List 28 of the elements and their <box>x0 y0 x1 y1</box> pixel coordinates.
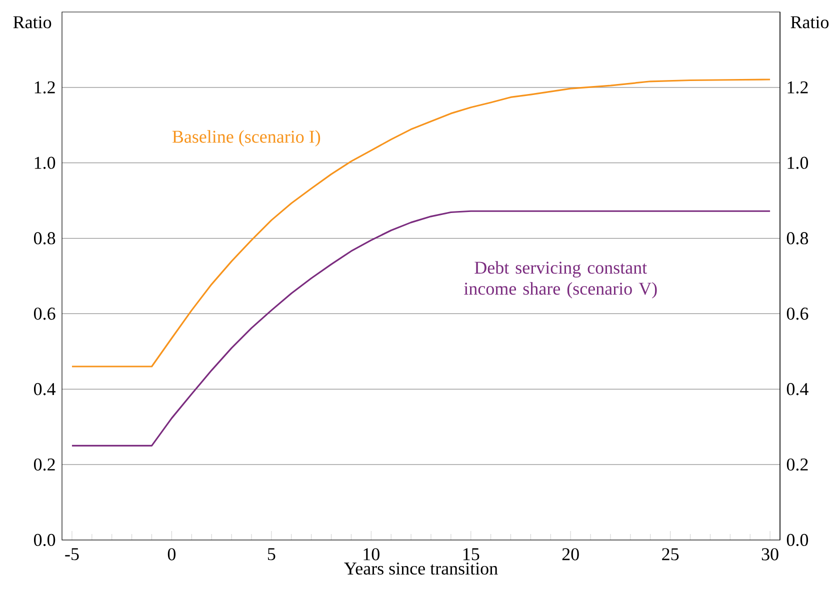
y-tick-label: 1.2 <box>34 81 55 94</box>
x-tick-label: -5 <box>65 548 79 560</box>
x-tick-label: 5 <box>268 548 276 560</box>
y-tick-label: 1.0 <box>34 156 56 169</box>
y-tick-label: 0.8 <box>34 232 56 244</box>
y2-axis-title: Ratio <box>790 16 829 28</box>
y2-tick-label: 1.2 <box>788 81 808 94</box>
line-series <box>71 78 771 368</box>
x-tick-label: 30 <box>762 548 778 560</box>
series-label: Baseline (scenario I) <box>172 130 320 146</box>
x-tick-label: 0 <box>168 548 176 560</box>
y-tick-label: 0.0 <box>34 534 56 546</box>
x-tick-label: 15 <box>463 548 480 560</box>
x-axis-title: Years since transition <box>344 562 498 575</box>
y2-tick-label: 0.0 <box>786 534 808 546</box>
x-tick-label: 10 <box>364 548 380 560</box>
y2-tick-label: 0.6 <box>786 308 808 320</box>
y2-tick-label: 0.2 <box>786 458 808 471</box>
y-tick-label: 0.4 <box>34 383 56 396</box>
y2-tick-label: 1.0 <box>788 156 808 169</box>
y-tick-label: 0.2 <box>34 458 55 471</box>
y2-tick-label: 0.4 <box>786 383 808 396</box>
y-axis-title: Ratio <box>13 16 52 28</box>
text: Debt servicing constant income share (scenario V) <box>464 261 657 298</box>
x-tick-label: 20 <box>562 548 579 560</box>
x-tick-label: 25 <box>662 548 679 560</box>
y2-tick-label: 0.8 <box>786 232 808 244</box>
y-tick-label: 0.6 <box>34 308 56 320</box>
